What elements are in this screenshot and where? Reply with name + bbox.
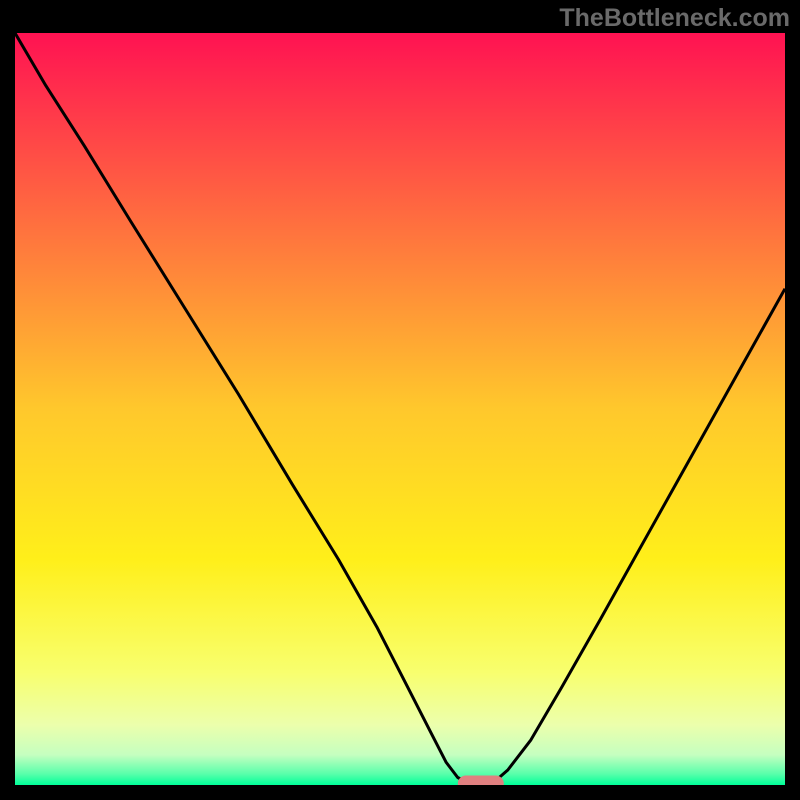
optimal-marker [458,776,504,786]
chart-container: TheBottleneck.com [0,0,800,800]
watermark-text: TheBottleneck.com [559,4,790,33]
plot-area [15,33,785,785]
